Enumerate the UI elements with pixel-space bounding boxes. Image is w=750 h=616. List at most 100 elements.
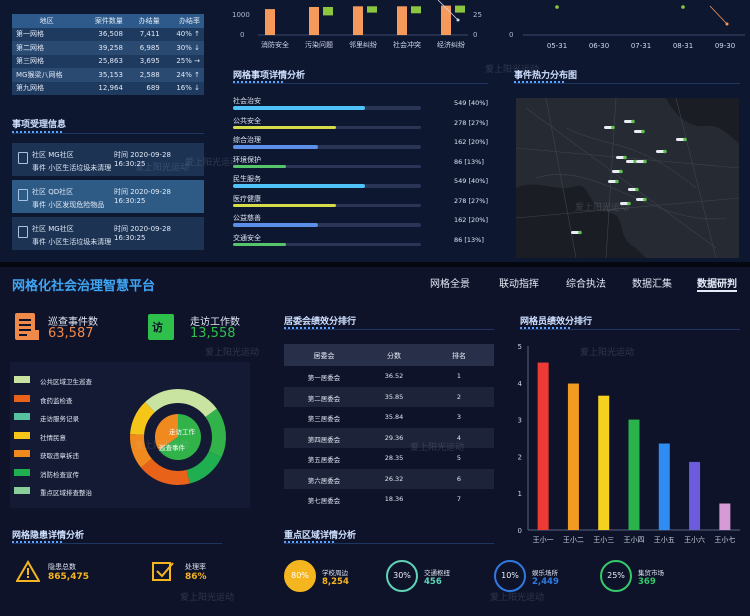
heatmap-map[interactable]: [516, 98, 739, 258]
grid-summary-cell: 36,508: [98, 30, 123, 39]
grid-event-row[interactable]: 民生服务 549 [40%]: [233, 174, 488, 194]
member-bar[interactable]: [598, 395, 610, 530]
map-marker[interactable]: [634, 130, 643, 133]
document-icon: [18, 226, 28, 238]
grid-summary-row[interactable]: 第三网格 25,863 3,695 25% →: [12, 54, 204, 68]
member-x-label: 王小五: [654, 535, 675, 544]
map-marker[interactable]: [620, 202, 629, 205]
grid-summary-row[interactable]: 第一网格 36,508 7,411 40% ↑: [12, 27, 204, 41]
grid-summary-row[interactable]: 第二网格 39,258 6,985 30% ↓: [12, 41, 204, 55]
map-marker[interactable]: [612, 170, 621, 173]
grid-summary-header-cell: 办结率: [179, 16, 200, 25]
member-y-tick: 4: [518, 380, 523, 388]
grid-event-row[interactable]: 公共安全 278 [27%]: [233, 116, 488, 136]
document-icon: [18, 189, 28, 201]
donut-segment[interactable]: [178, 389, 217, 418]
donut-segment[interactable]: [186, 451, 222, 484]
grid-event-value: 86 [13%]: [454, 235, 484, 244]
committee-header-cell: 排名: [452, 352, 466, 360]
platform-title: 网格化社会治理智慧平台: [12, 279, 156, 294]
map-marker[interactable]: [624, 120, 633, 123]
top-bar-yright-0: 0: [473, 31, 477, 39]
committee-cell: 2: [456, 392, 462, 401]
map-marker-dot: [643, 197, 647, 202]
donut-legend-item[interactable]: 消防检查宣传: [14, 467, 124, 486]
donut-segment[interactable]: [145, 389, 178, 413]
key-area-gauge[interactable]: 25%: [600, 560, 632, 592]
grid-summary-header-cell: 地区: [39, 16, 54, 25]
grid-event-row[interactable]: 公益慈善 162 [20%]: [233, 213, 488, 233]
grid-summary-row[interactable]: 第九网格 12,964 689 16% ↓: [12, 81, 204, 95]
committee-row[interactable]: 第二居委会 35.85 2: [284, 386, 494, 407]
grid-event-row[interactable]: 社会治安 549 [40%]: [233, 96, 488, 116]
key-area-gauge[interactable]: 10%: [494, 560, 526, 592]
map-marker[interactable]: [616, 156, 625, 159]
top-line-x-label: 06-30: [589, 42, 609, 50]
donut-legend-swatch: [14, 413, 30, 420]
donut-legend-item[interactable]: 社情民意: [14, 430, 124, 449]
donut-legend-label: 公共区域卫生巡查: [40, 378, 92, 386]
grid-event-value: 162 [20%]: [454, 216, 488, 224]
donut-legend-item[interactable]: 走访服务记录: [14, 411, 124, 430]
acceptance-item[interactable]: 社区 QD社区 时间 2020-09-28 16:30:25 事件 小区发现危险物品: [12, 180, 204, 213]
map-marker[interactable]: [608, 180, 617, 183]
patrol-value: 63,587: [48, 326, 94, 341]
donut-segment[interactable]: [130, 402, 155, 435]
member-bar[interactable]: [537, 362, 549, 530]
top-bar-orange: [309, 7, 319, 35]
member-bar[interactable]: [628, 419, 640, 530]
member-bar[interactable]: [658, 443, 670, 530]
map-marker[interactable]: [571, 231, 580, 234]
map-marker[interactable]: [636, 198, 645, 201]
committee-row[interactable]: 第四居委会 29.36 4: [284, 427, 494, 448]
map-marker[interactable]: [636, 160, 645, 163]
committee-row[interactable]: 第三居委会 35.84 3: [284, 407, 494, 428]
map-marker-dot: [578, 230, 582, 235]
grid-event-row[interactable]: 综合治理 162 [20%]: [233, 135, 488, 155]
member-bar[interactable]: [689, 461, 701, 530]
key-areas-title: 重点区域详情分析: [284, 531, 357, 541]
key-area-gauge[interactable]: 80%: [284, 560, 316, 592]
nav-item-2[interactable]: 联动指挥: [499, 279, 539, 290]
donut-segment[interactable]: [141, 458, 190, 485]
acceptance-list: 社区 MG社区 时间 2020-09-28 16:30:25 事件 小区生活垃圾未清…: [12, 143, 204, 254]
nav-item-1[interactable]: 网格全景: [430, 279, 470, 290]
nav-item-3[interactable]: 综合执法: [566, 279, 606, 290]
donut-segment[interactable]: [205, 408, 226, 458]
nav-item-5[interactable]: 数据研判: [697, 275, 737, 292]
nav-item-4[interactable]: 数据汇集: [632, 279, 672, 290]
grid-summary-row[interactable]: MG猴梁八网格 35,153 2,588 24% ↑: [12, 68, 204, 82]
grid-event-value: 278 [27%]: [454, 118, 488, 127]
grid-event-track: [233, 164, 421, 168]
grid-event-row[interactable]: 医疗健康 278 [27%]: [233, 194, 488, 214]
acceptance-item[interactable]: 社区 MG社区 时间 2020-09-28 16:30:25 事件 小区生活垃圾未清…: [12, 143, 204, 176]
hazard-handled-label: 处理率: [185, 563, 206, 571]
map-marker[interactable]: [676, 138, 685, 141]
committee-row[interactable]: 第一居委会 36.52 1: [284, 366, 494, 387]
donut-legend-item[interactable]: 公共区域卫生巡查: [14, 374, 124, 393]
grid-event-row[interactable]: 交通安全 86 [13%]: [233, 233, 488, 253]
grid-event-row[interactable]: 环境保护 86 [13%]: [233, 155, 488, 175]
donut-legend-item[interactable]: 食药监检查: [14, 393, 124, 412]
donut-segment[interactable]: [130, 433, 152, 468]
donut-center-patrol: 巡查事件: [159, 443, 186, 452]
map-marker[interactable]: [604, 126, 613, 129]
committee-row[interactable]: 第七居委会 18.36 7: [284, 489, 494, 510]
key-area-gauge[interactable]: 30%: [386, 560, 418, 592]
committee-row[interactable]: 第五居委会 28.35 5: [284, 448, 494, 469]
member-bar[interactable]: [719, 503, 731, 530]
committee-row[interactable]: 第六居委会 26.32 6: [284, 468, 494, 489]
map-marker[interactable]: [626, 160, 635, 163]
map-marker[interactable]: [656, 150, 665, 153]
committee-cell: 35.84: [384, 413, 404, 421]
member-x-label: 王小六: [684, 535, 705, 544]
grid-event-value: 162 [20%]: [454, 138, 488, 146]
acceptance-item[interactable]: 社区 MG社区 时间 2020-09-28 16:30:25 事件 小区生活垃圾未清…: [12, 217, 204, 250]
map-marker-dot: [619, 169, 623, 174]
donut-legend-item[interactable]: 获取违章拆违: [14, 448, 124, 467]
committee-cell: 第四居委会: [307, 435, 341, 444]
committee-cell: 18.36: [384, 495, 404, 503]
member-bar[interactable]: [567, 383, 579, 530]
map-marker[interactable]: [628, 188, 637, 191]
donut-legend-item[interactable]: 重点区域排查整治: [14, 485, 124, 504]
